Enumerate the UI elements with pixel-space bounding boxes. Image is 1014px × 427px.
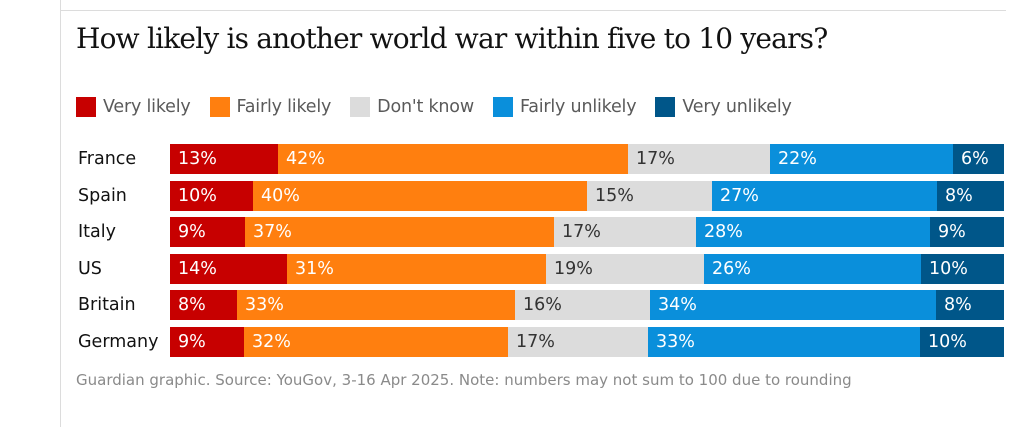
bar-segment: 14% xyxy=(170,253,287,284)
legend-swatch xyxy=(76,97,96,117)
category-label: Britain xyxy=(78,295,136,316)
legend-swatch xyxy=(209,97,230,117)
bar-segment: 32% xyxy=(244,326,508,357)
bar-segment: 19% xyxy=(546,253,704,284)
stacked-bar: 9% 37% 17% 28% 9% xyxy=(170,217,1004,248)
stacked-bar: 13% 42% 17% 22% 6% xyxy=(170,144,1004,174)
bar-segment: 28% xyxy=(696,217,930,248)
legend-item: Fairly unlikely xyxy=(492,97,637,117)
legend-label: Don't know xyxy=(377,97,474,117)
legend-item: Don't know xyxy=(350,97,474,117)
legend: Very likely Fairly likely Don't know Fairly… xyxy=(76,95,811,119)
category-label: France xyxy=(78,149,137,169)
stacked-bar: 8% 33% 16% 34% 8% xyxy=(170,290,1004,321)
legend-swatch xyxy=(350,97,371,117)
stacked-bar: 14% 31% 19% 26% 10% xyxy=(170,253,1004,284)
source-note: Guardian graphic. Source: YouGov, 3-16 A… xyxy=(76,371,852,389)
bar-segment: 9% xyxy=(170,326,244,357)
bar-segment: 9% xyxy=(170,217,245,248)
stacked-bar: 9% 32% 17% 33% 10% xyxy=(170,326,1004,357)
legend-label: Fairly likely xyxy=(236,97,332,117)
chart-title: How likely is another world war within f… xyxy=(76,22,828,55)
bar-segment: 10% xyxy=(921,253,1004,284)
legend-item: Very likely xyxy=(76,97,191,117)
bar-segment: 33% xyxy=(648,326,920,357)
bar-segment: 17% xyxy=(628,144,770,174)
bar-segment: 42% xyxy=(278,144,628,174)
legend-label: Very likely xyxy=(103,97,191,117)
bar-segment: 33% xyxy=(237,290,515,321)
bar-segment: 26% xyxy=(704,253,921,284)
stacked-bar: 10% 40% 15% 27% 8% xyxy=(170,180,1004,211)
bar-segment: 22% xyxy=(770,144,953,174)
bar-segment: 27% xyxy=(712,180,937,211)
legend-label: Very unlikely xyxy=(682,97,792,117)
bar-segment: 8% xyxy=(170,290,237,321)
bar-segment: 37% xyxy=(245,217,554,248)
bar-segment: 16% xyxy=(515,290,650,321)
category-label: Spain xyxy=(78,185,127,206)
legend-item: Very unlikely xyxy=(655,97,792,117)
legend-label: Fairly unlikely xyxy=(519,97,637,117)
bar-segment: 34% xyxy=(650,290,936,321)
bar-segment: 9% xyxy=(930,217,1004,248)
bar-segment: 10% xyxy=(170,180,253,211)
bar-segment: 13% xyxy=(170,144,278,174)
left-divider xyxy=(60,0,61,427)
bar-segment: 17% xyxy=(508,326,648,357)
bar-segment: 6% xyxy=(953,144,1004,174)
legend-item: Fairly likely xyxy=(209,97,332,117)
legend-swatch xyxy=(492,97,513,117)
bar-segment: 15% xyxy=(587,180,712,211)
bar-segment: 31% xyxy=(287,253,546,284)
bar-segment: 8% xyxy=(937,180,1004,211)
category-label: Italy xyxy=(78,222,116,243)
top-divider xyxy=(61,10,1006,11)
category-label: US xyxy=(78,258,102,279)
bar-segment: 8% xyxy=(936,290,1004,321)
legend-swatch xyxy=(655,97,676,117)
bar-segment: 10% xyxy=(920,326,1004,357)
bar-segment: 17% xyxy=(554,217,696,248)
bar-segment: 40% xyxy=(253,180,587,211)
category-label: Germany xyxy=(78,331,159,352)
